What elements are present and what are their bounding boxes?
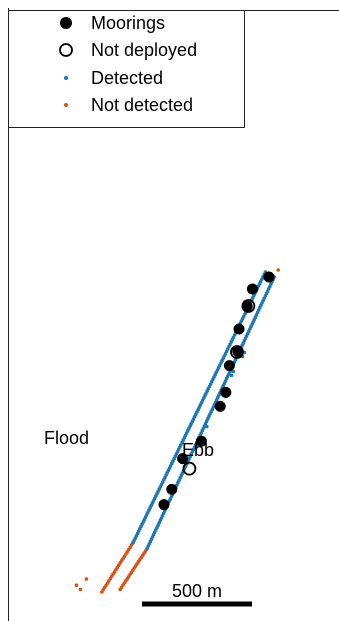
- mooring-marker: [263, 271, 275, 283]
- not-detected-point: [74, 583, 79, 587]
- mooring-marker: [214, 400, 226, 412]
- mooring-marker: [232, 345, 244, 357]
- mooring-marker: [166, 483, 178, 495]
- mooring-marker: [220, 386, 232, 398]
- not-deployed-layer: [182, 299, 256, 476]
- mooring-marker: [246, 283, 258, 295]
- legend-marker-not-detected: [64, 103, 68, 107]
- legend-marker-moorings: [60, 17, 72, 29]
- scale-bar: 500 m: [142, 581, 252, 607]
- moorings-layer: [158, 271, 275, 511]
- legend-label-not-detected: Not detected: [91, 95, 193, 115]
- legend-label-not-deployed: Not deployed: [91, 40, 197, 60]
- mooring-marker: [158, 499, 170, 511]
- flood-label: Flood: [44, 428, 89, 448]
- detected-point: [229, 373, 234, 378]
- mooring-marker: [177, 453, 189, 465]
- scale-bar-label: 500 m: [172, 581, 222, 601]
- not-detected-point: [84, 577, 89, 581]
- not-detected-layer: [74, 268, 281, 594]
- detected-point: [205, 424, 209, 429]
- legend-label-detected: Detected: [91, 68, 163, 88]
- not-detected-point: [78, 587, 83, 592]
- detected-point: [194, 444, 199, 449]
- mooring-marker: [233, 323, 245, 335]
- legend-marker-not-deployed: [59, 43, 73, 57]
- legend-label-moorings: Moorings: [91, 13, 165, 33]
- legend-marker-detected: [64, 76, 68, 80]
- not-deployed-marker: [182, 461, 197, 476]
- not-deployed-marker: [230, 345, 244, 359]
- legend-box: [8, 10, 245, 128]
- mooring-marker: [195, 435, 207, 447]
- not-deployed-marker: [241, 299, 256, 313]
- detected-point: [231, 369, 236, 374]
- mooring-marker: [223, 360, 235, 372]
- mooring-marker: [241, 300, 253, 312]
- legend: Moorings Not deployed Detected Not detec…: [8, 10, 245, 128]
- detected-layer: [131, 270, 277, 551]
- ebb-label: Ebb: [182, 440, 214, 460]
- not-detected-point: [276, 268, 281, 272]
